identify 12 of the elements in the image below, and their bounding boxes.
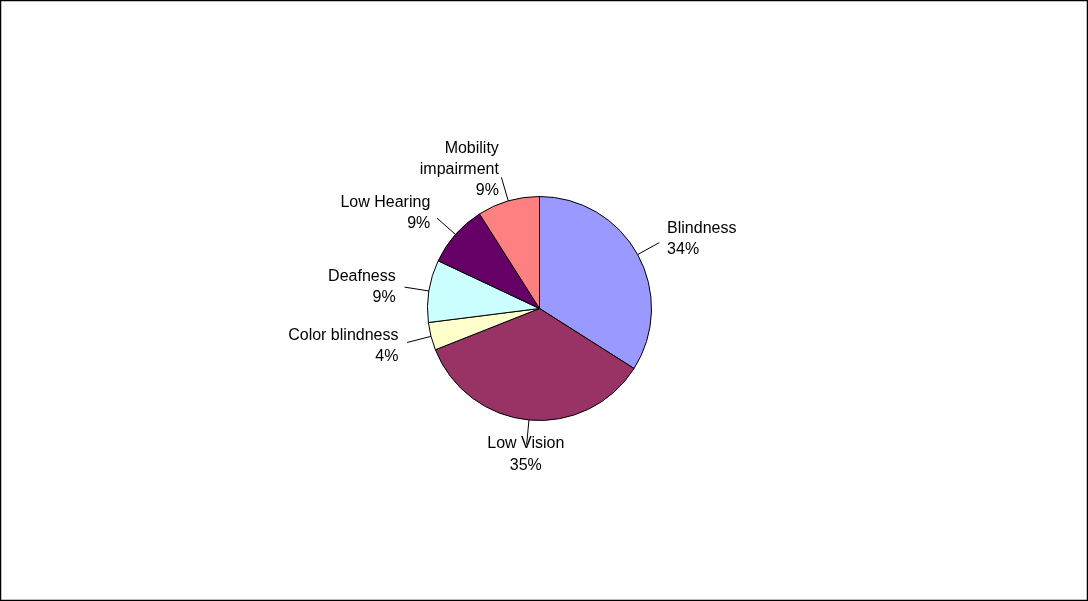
slice-label: Color blindness <box>288 325 399 343</box>
slice-label: Low Vision <box>487 434 565 452</box>
slice-label: Deafness <box>328 266 396 284</box>
slice-label: Mobility impairment <box>419 138 500 178</box>
data-label: 4% <box>375 346 399 364</box>
data-label: 35% <box>509 455 542 473</box>
data-label: 9% <box>372 287 396 305</box>
slice-label: Low Hearing <box>340 193 431 211</box>
data-label: 9% <box>407 214 431 232</box>
data-label: 34% <box>667 240 700 258</box>
data-label: 9% <box>475 181 499 199</box>
slice-label: Blindness <box>667 219 737 237</box>
